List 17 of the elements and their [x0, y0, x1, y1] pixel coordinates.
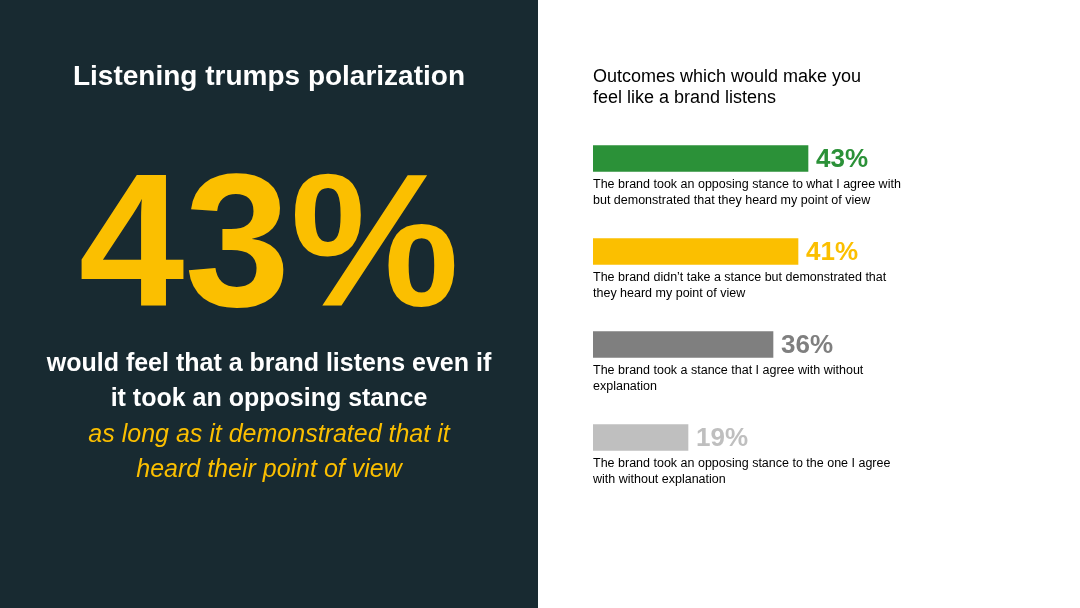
text: 43% — [77, 134, 461, 346]
text: Listening trumps polarization — [72, 60, 466, 92]
bar — [593, 145, 809, 172]
y-tick-label: The brand took a stance that I agree with without explanation — [593, 363, 864, 394]
y-tick-label: The brand took an opposing stance to what I agree with but demonstrated that they heard my point of view — [593, 177, 901, 208]
data-label: 41% — [806, 235, 859, 266]
bar — [593, 238, 799, 265]
chart-title: Outcomes which would make you feel like a brand listens — [593, 66, 863, 108]
data-label: 36% — [781, 328, 834, 359]
text: would feel that a brand listens even if it took an opposing stance — [45, 347, 493, 413]
text: as long as it demonstrated that it heard their point of view — [87, 418, 452, 484]
bar — [593, 424, 689, 451]
data-label: 43% — [816, 142, 869, 173]
bar — [593, 331, 774, 358]
y-tick-label: The brand didn’t take a stance but demonstrated that they heard my point of view — [593, 270, 887, 301]
y-tick-label: The brand took an opposing stance to the one I agree with without explanation — [592, 456, 891, 487]
data-label: 19% — [696, 421, 749, 452]
